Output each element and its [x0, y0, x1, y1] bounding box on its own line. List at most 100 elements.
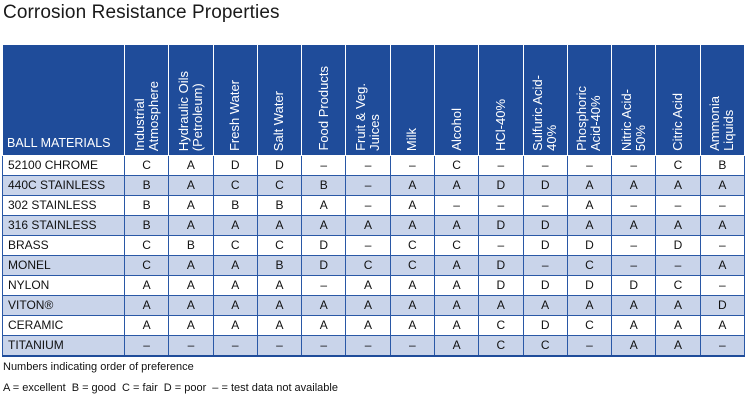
- rating-cell: C: [433, 155, 480, 176]
- rating-cell: A: [301, 315, 347, 336]
- rating-cell: A: [611, 315, 657, 336]
- rating-cell: –: [699, 335, 746, 357]
- material-name: CERAMIC: [2, 315, 125, 336]
- column-label: Hydraulic Oils (Petroleum): [175, 70, 205, 151]
- rating-cell: C: [478, 315, 524, 336]
- column-label: Phosphoric Acid-40%: [574, 85, 604, 151]
- table-row: VITON® A A A A A A A A A A A A A D: [2, 295, 746, 316]
- rating-cell: C: [566, 255, 613, 276]
- legend-item: C = fair: [122, 382, 158, 394]
- rating-cell: D: [655, 235, 701, 256]
- rating-cell: A: [389, 275, 435, 296]
- rating-cell: A: [389, 175, 435, 196]
- rating-cell: A: [345, 315, 391, 336]
- rating-cell: D: [522, 315, 568, 336]
- column-label: Alcohol: [448, 108, 464, 151]
- rating-cell: A: [655, 315, 701, 336]
- rating-cell: D: [212, 155, 258, 176]
- rating-cell: A: [433, 175, 480, 196]
- rating-cell: –: [655, 195, 701, 216]
- column-header: Nitric Acid- 50%: [611, 44, 657, 156]
- rating-cell: A: [212, 255, 258, 276]
- rating-cell: –: [478, 235, 524, 256]
- rating-cell: A: [212, 215, 258, 236]
- preference-note: Numbers indicating order of preference: [3, 361, 194, 373]
- rating-cell: D: [566, 235, 613, 256]
- rating-cell: C: [123, 235, 170, 256]
- rating-cell: A: [699, 315, 746, 336]
- rating-cell: –: [256, 335, 303, 357]
- rating-cell: C: [522, 335, 568, 357]
- rating-cell: D: [699, 295, 746, 316]
- rating-cell: C: [256, 235, 303, 256]
- rating-cell: D: [522, 235, 568, 256]
- rating-cell: A: [168, 175, 214, 196]
- rating-cell: D: [478, 275, 524, 296]
- column-label: Fresh Water: [227, 79, 243, 151]
- rating-cell: C: [389, 255, 435, 276]
- rating-cell: D: [522, 215, 568, 236]
- rating-cell: –: [699, 235, 746, 256]
- rating-cell: D: [566, 275, 613, 296]
- rating-cell: B: [301, 175, 347, 196]
- rating-cell: –: [611, 255, 657, 276]
- rating-cell: D: [256, 155, 303, 176]
- rating-cell: A: [168, 255, 214, 276]
- rating-cell: –: [301, 155, 347, 176]
- table-row: 52100 CHROME C A D D – – – C – – – – C B: [2, 155, 746, 176]
- column-label: Industrial Atmosphere: [131, 80, 161, 151]
- rating-cell: –: [522, 155, 568, 176]
- material-name: 302 STAINLESS: [2, 195, 125, 216]
- rating-cell: A: [345, 275, 391, 296]
- column-label: Nitric Acid- 50%: [618, 88, 648, 151]
- rating-cell: –: [301, 275, 347, 296]
- rating-cell: –: [345, 235, 391, 256]
- rating-cell: –: [611, 235, 657, 256]
- material-name: 52100 CHROME: [2, 155, 125, 176]
- column-header: Food Products: [301, 44, 347, 156]
- rating-cell: A: [566, 195, 613, 216]
- rating-cell: A: [345, 215, 391, 236]
- legend-item: A = excellent: [3, 382, 66, 394]
- rating-cell: A: [256, 275, 303, 296]
- rating-cell: –: [345, 335, 391, 357]
- rating-cell: –: [478, 155, 524, 176]
- rating-cell: D: [301, 255, 347, 276]
- rating-cell: A: [301, 215, 347, 236]
- rating-cell: A: [212, 295, 258, 316]
- column-header: Industrial Atmosphere: [123, 44, 170, 156]
- rating-cell: –: [611, 155, 657, 176]
- rating-cell: C: [256, 175, 303, 196]
- rating-cell: –: [522, 195, 568, 216]
- column-label: Milk: [404, 127, 420, 151]
- column-header: Fresh Water: [212, 44, 258, 156]
- rating-cell: A: [699, 255, 746, 276]
- rating-cell: –: [699, 275, 746, 296]
- page-title: Corrosion Resistance Properties: [3, 2, 280, 23]
- rating-cell: –: [301, 335, 347, 357]
- rating-cell: A: [655, 215, 701, 236]
- rating-cell: A: [566, 175, 613, 196]
- rating-cell: A: [566, 295, 613, 316]
- rating-cell: –: [522, 255, 568, 276]
- column-header: HCl-40%: [478, 44, 524, 156]
- rating-cell: –: [168, 335, 214, 357]
- column-header: Alcohol: [433, 44, 480, 156]
- rating-cell: D: [301, 235, 347, 256]
- material-name: TITANIUM: [2, 335, 125, 357]
- rating-cell: A: [123, 275, 170, 296]
- rating-cell: –: [345, 195, 391, 216]
- column-header: Milk: [389, 44, 435, 156]
- rating-cell: B: [123, 215, 170, 236]
- material-name: NYLON: [2, 275, 125, 296]
- rating-cell: D: [611, 275, 657, 296]
- rating-cell: A: [655, 335, 701, 357]
- rating-cell: A: [611, 295, 657, 316]
- rating-cell: A: [478, 295, 524, 316]
- table-row: BRASS C B C C D – C C – D D – D –: [2, 235, 746, 256]
- column-label: Sulfuric Acid- 40%: [530, 75, 560, 151]
- rating-cell: A: [389, 295, 435, 316]
- rating-cell: A: [168, 315, 214, 336]
- rating-cell: C: [212, 175, 258, 196]
- rating-cell: C: [433, 235, 480, 256]
